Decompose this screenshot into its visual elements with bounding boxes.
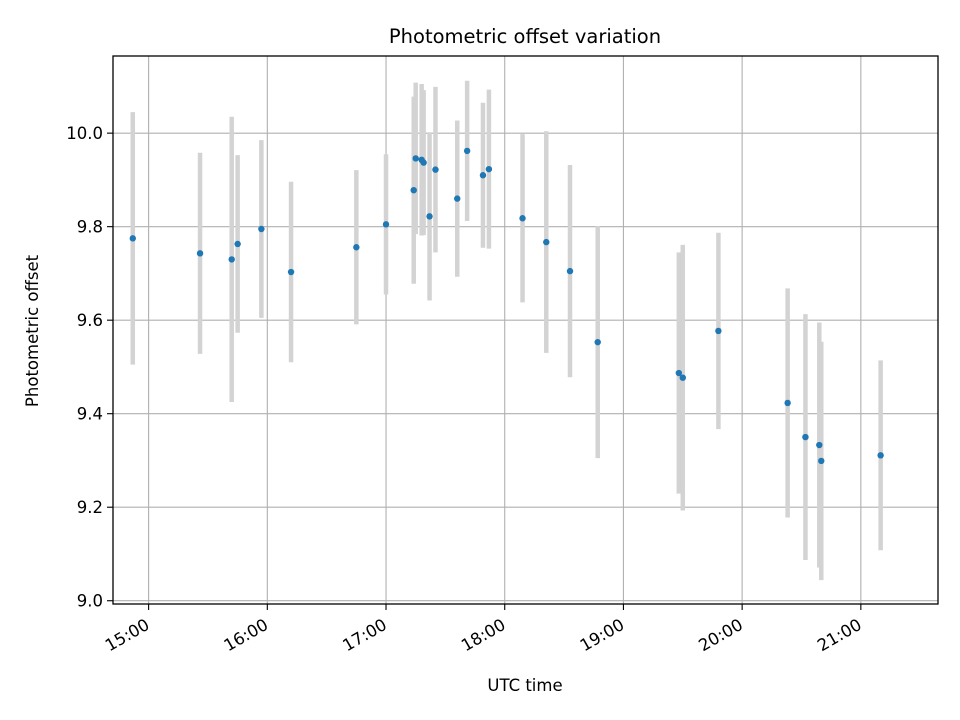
data-point	[382, 221, 390, 228]
data-point	[234, 240, 241, 248]
data-point	[454, 195, 461, 202]
data-point	[463, 147, 471, 155]
data-point	[228, 256, 235, 263]
data-point	[594, 338, 601, 346]
data-point	[485, 165, 493, 173]
data-point	[675, 369, 683, 377]
data-point	[679, 374, 686, 381]
data-point	[129, 235, 136, 242]
data-point	[353, 244, 360, 251]
data-point	[877, 452, 884, 459]
data-point	[410, 186, 417, 194]
y-tick-label: 9.2	[77, 498, 103, 517]
data-point	[479, 172, 487, 179]
data-point	[715, 327, 722, 335]
data-point	[287, 268, 295, 276]
y-tick-label: 9.0	[77, 592, 103, 611]
y-tick-label: 9.4	[77, 405, 103, 424]
data-point	[543, 238, 550, 246]
data-point	[196, 250, 204, 257]
data-point	[432, 166, 439, 173]
chart-title: Photometric offset variation	[389, 25, 661, 48]
plot-frame	[112, 55, 939, 605]
grid	[113, 56, 938, 604]
y-tick-label: 9.8	[77, 218, 103, 237]
data-points	[129, 147, 884, 465]
y-tick-label: 10.0	[66, 124, 103, 143]
y-tick-label: 9.6	[77, 311, 103, 330]
data-point	[802, 433, 809, 441]
y-axis-label: Photometric offset	[23, 254, 42, 407]
x-axis-label: UTC time	[487, 676, 562, 695]
data-point	[258, 225, 265, 233]
data-point	[566, 267, 574, 275]
data-point	[426, 213, 433, 220]
data-point	[420, 159, 427, 166]
data-point	[816, 441, 823, 449]
data-point	[412, 155, 419, 162]
data-point	[818, 457, 825, 465]
data-point	[784, 399, 791, 407]
data-point	[519, 215, 526, 222]
